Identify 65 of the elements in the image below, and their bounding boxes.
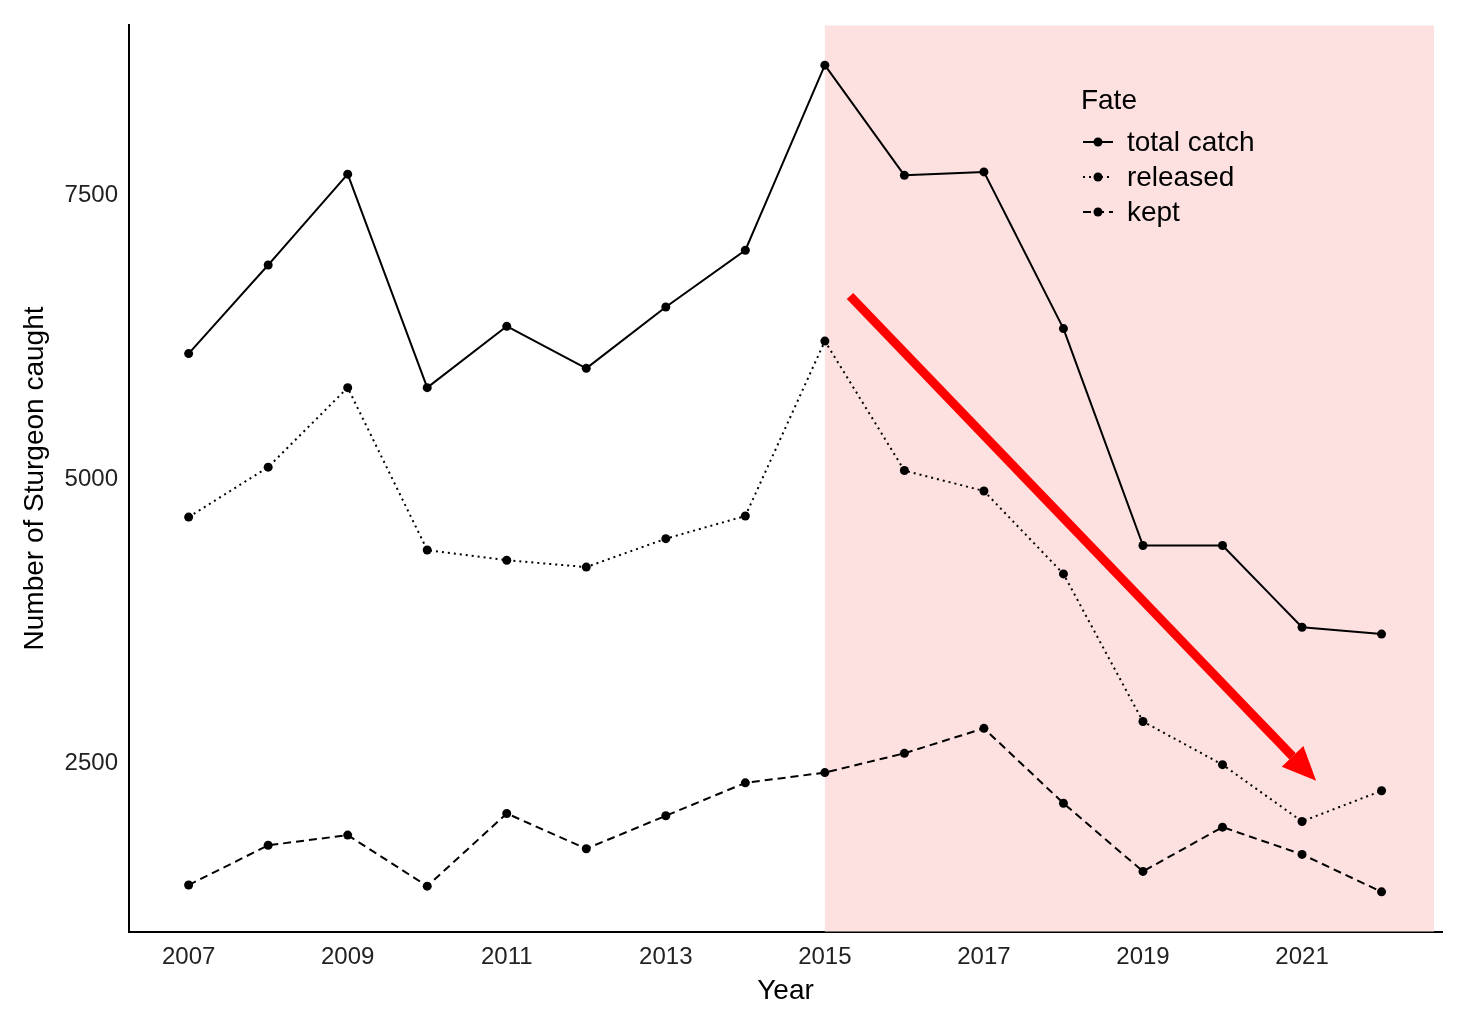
point bbox=[502, 809, 512, 818]
legend-label: kept bbox=[1126, 195, 1180, 228]
point bbox=[740, 511, 750, 521]
point bbox=[661, 534, 671, 544]
point bbox=[820, 768, 830, 778]
x-tick-label: 2009 bbox=[321, 941, 375, 969]
point bbox=[1138, 541, 1148, 550]
point bbox=[979, 167, 989, 177]
point bbox=[820, 336, 830, 346]
y-tick-label: 5000 bbox=[64, 464, 118, 492]
point bbox=[422, 383, 432, 393]
point bbox=[343, 830, 353, 840]
x-tick-label: 2007 bbox=[161, 941, 216, 969]
point bbox=[899, 748, 909, 758]
point bbox=[1218, 541, 1227, 550]
point bbox=[263, 260, 273, 270]
point bbox=[899, 466, 909, 476]
point bbox=[581, 363, 591, 373]
x-tick-label: 2015 bbox=[798, 941, 852, 969]
point bbox=[581, 844, 591, 854]
point bbox=[740, 245, 750, 255]
point bbox=[263, 462, 273, 472]
x-tick-label: 2017 bbox=[957, 941, 1011, 969]
point bbox=[502, 555, 512, 565]
point bbox=[740, 778, 750, 788]
point bbox=[661, 302, 671, 312]
point bbox=[184, 880, 194, 890]
point bbox=[1058, 798, 1068, 808]
point bbox=[1377, 786, 1387, 796]
x-tick-label: 2013 bbox=[639, 941, 693, 969]
point bbox=[184, 349, 194, 359]
point bbox=[1377, 629, 1387, 639]
x-tick-label: 2011 bbox=[480, 941, 533, 969]
point bbox=[979, 486, 989, 496]
y-tick-label: 7500 bbox=[64, 180, 118, 208]
x-tick-label: 2019 bbox=[1116, 941, 1170, 969]
point bbox=[899, 170, 909, 180]
y-axis-title: Number of Sturgeon caught bbox=[17, 306, 49, 651]
point bbox=[343, 383, 353, 393]
legend-label: total catch bbox=[1126, 125, 1255, 158]
point bbox=[263, 840, 273, 850]
point bbox=[1218, 822, 1227, 832]
legend-label: released bbox=[1126, 160, 1235, 193]
point bbox=[1297, 849, 1307, 859]
point bbox=[1058, 569, 1068, 579]
point bbox=[1377, 887, 1387, 897]
point bbox=[979, 723, 989, 733]
point bbox=[502, 321, 512, 331]
y-tick-label: 2500 bbox=[64, 748, 118, 776]
point bbox=[661, 811, 671, 821]
point bbox=[820, 60, 830, 70]
point bbox=[422, 881, 432, 891]
point bbox=[1297, 816, 1307, 826]
point bbox=[184, 512, 194, 522]
legend-title: Fate bbox=[1080, 84, 1138, 117]
point bbox=[1218, 760, 1227, 770]
x-tick-label: 2021 bbox=[1275, 941, 1329, 969]
point bbox=[1297, 622, 1307, 632]
point bbox=[1138, 717, 1148, 727]
point bbox=[422, 545, 432, 555]
point bbox=[581, 562, 591, 572]
point bbox=[343, 169, 353, 179]
point bbox=[1058, 324, 1068, 334]
point bbox=[1138, 866, 1148, 876]
x-axis-title: Year bbox=[757, 973, 814, 1005]
